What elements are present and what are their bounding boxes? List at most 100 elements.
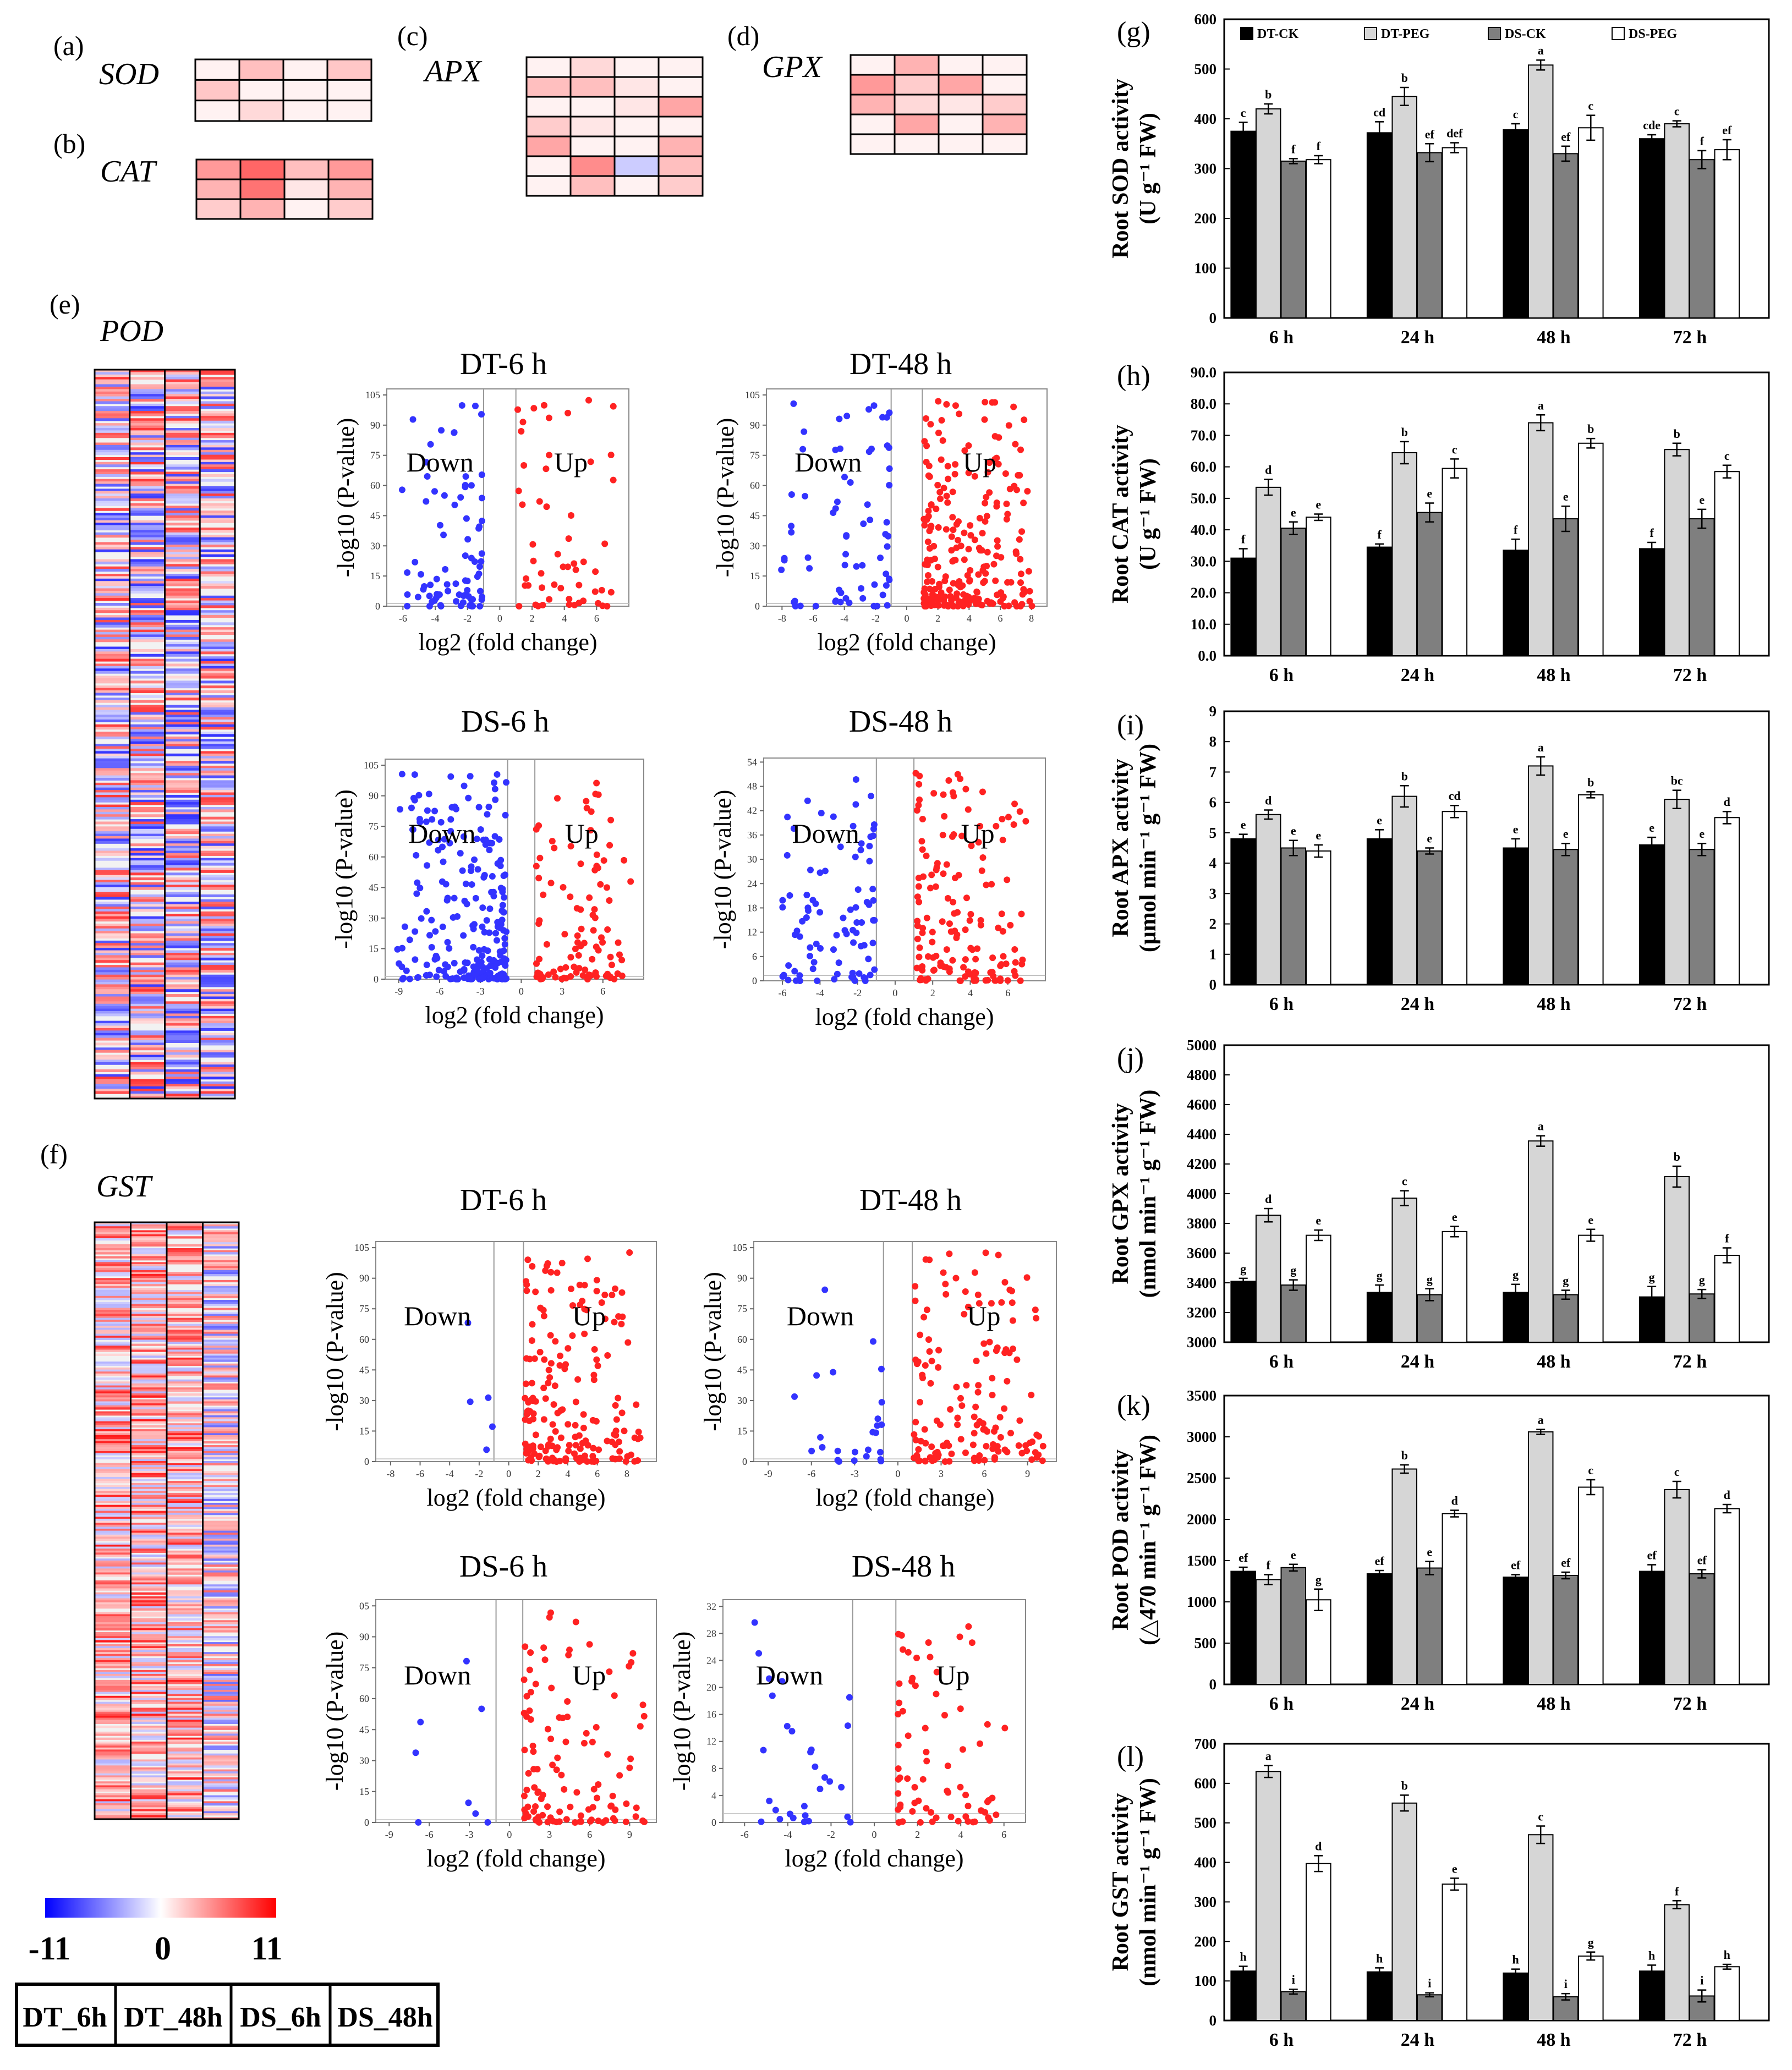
heatmap-stripe <box>95 1295 131 1299</box>
heatmap-stripe <box>167 1711 203 1714</box>
heatmap-stripe <box>165 554 200 557</box>
heatmap-stripe <box>202 1586 239 1589</box>
heatmap-stripe <box>95 1797 131 1800</box>
heatmap-stripe <box>95 525 130 528</box>
heatmap-stripe <box>202 1594 239 1597</box>
heatmap-cell <box>282 58 328 81</box>
heatmap-stripe <box>200 615 235 618</box>
volcano-point-up <box>569 1332 576 1339</box>
heatmap-stripe <box>130 1395 167 1398</box>
x-tick-label: 9 <box>1025 1468 1030 1479</box>
heatmap-stripe <box>200 661 235 665</box>
heatmap-stripe <box>130 1717 167 1720</box>
heatmap-stripe <box>200 658 235 662</box>
volcano-point-up <box>553 1766 560 1773</box>
y-tick-label: 500 <box>1194 1635 1217 1651</box>
heatmap-stripe <box>165 401 200 404</box>
heatmap-stripe <box>129 1084 165 1087</box>
volcano-point-down <box>490 957 497 964</box>
heatmap-stripe <box>167 1371 203 1374</box>
heatmap-stripe <box>202 1252 239 1255</box>
volcano-point-up <box>898 1632 905 1639</box>
volcano-point-up <box>612 1432 620 1439</box>
volcano-point-up <box>929 938 936 946</box>
heatmap-stripe <box>202 1574 239 1577</box>
y-tick-label: 105 <box>354 1242 369 1253</box>
heatmap-stripe <box>165 848 200 852</box>
heatmap-stripe <box>165 549 200 552</box>
heatmap-stripe <box>167 1717 203 1720</box>
y-tick-label: 0 <box>375 601 380 612</box>
heatmap-stripe <box>200 540 235 543</box>
heatmap-stripe <box>130 1763 167 1766</box>
heatmap-stripe <box>129 639 165 643</box>
heatmap-stripe <box>95 814 130 817</box>
heatmap-stripe <box>165 955 200 958</box>
y-axis-label: Root CAT activity <box>1108 425 1133 603</box>
heatmap-stripe <box>95 513 130 516</box>
heatmap-stripe <box>167 1230 203 1233</box>
volcano-point-up <box>927 1380 934 1387</box>
volcano-point-up <box>915 1797 922 1804</box>
heatmap-stripe <box>129 858 165 861</box>
volcano-point-up <box>530 1415 537 1423</box>
heatmap-stripe <box>165 821 200 825</box>
volcano-point-up <box>1033 1315 1040 1322</box>
volcano-point-up <box>1016 536 1023 543</box>
heatmap-cell <box>569 56 616 78</box>
heatmap-stripe <box>130 1676 167 1678</box>
heatmap-stripe <box>202 1562 239 1565</box>
heatmap-stripe <box>165 588 200 591</box>
x-tick-label: 2 <box>915 1829 920 1840</box>
heatmap-stripe <box>165 1055 200 1058</box>
volcano-point-up <box>1025 568 1032 575</box>
volcano-point-up <box>572 1618 579 1626</box>
heatmap-stripe <box>200 894 235 898</box>
heatmap-stripe <box>200 768 235 771</box>
heatmap-stripe <box>95 474 130 477</box>
heatmap-stripe <box>202 1419 239 1422</box>
heatmap-stripe <box>167 1813 203 1816</box>
heatmap-stripe <box>202 1550 239 1553</box>
y-tick-label: 6 <box>752 951 757 962</box>
heatmap-stripe <box>95 826 130 830</box>
volcano-point-up <box>934 481 941 488</box>
heatmap-cell <box>613 135 660 157</box>
x-tick-label: 4 <box>967 613 972 624</box>
heatmap-stripe <box>165 523 200 526</box>
bar-chart: 0.010.020.030.040.050.060.070.080.090.0(… <box>1108 360 1770 685</box>
volcano-point-down <box>460 932 467 939</box>
heatmap-stripe <box>95 1811 131 1814</box>
heatmap-stripe <box>95 1475 131 1478</box>
volcano-point-up <box>933 506 940 513</box>
heatmap-stripe <box>167 1650 203 1652</box>
heatmap-stripe <box>130 1652 167 1655</box>
heatmap-stripe <box>95 715 130 718</box>
heatmap-stripe <box>167 1471 203 1474</box>
volcano-point-down <box>423 971 430 979</box>
volcano-point-down <box>500 872 507 879</box>
heatmap-cell <box>850 94 896 116</box>
heatmap-stripe <box>129 624 165 628</box>
heatmap-stripe <box>200 962 235 965</box>
heatmap-stripe <box>129 953 165 956</box>
heatmap-cell <box>569 76 616 98</box>
heatmap-stripe <box>200 603 235 606</box>
heatmap-stripe <box>167 1447 203 1449</box>
heatmap-stripe <box>95 751 130 754</box>
heatmap-stripe <box>95 462 130 465</box>
heatmap-stripe <box>200 496 235 499</box>
heatmap-stripe <box>167 1572 203 1575</box>
panel-label: (h) <box>1117 360 1150 392</box>
volcano-point-up <box>529 1262 536 1270</box>
heatmap-stripe <box>95 1081 130 1085</box>
heatmap-stripe <box>202 1572 239 1575</box>
significance-letter: e <box>1452 1210 1457 1223</box>
heatmap-stripe <box>167 1765 203 1768</box>
heatmap-stripe <box>95 399 130 402</box>
heatmap-stripe <box>129 974 165 978</box>
volcano-point-up <box>944 463 951 470</box>
heatmap-stripe <box>200 821 235 825</box>
significance-letter: ef <box>1697 1553 1707 1567</box>
heatmap-stripe <box>129 785 165 788</box>
